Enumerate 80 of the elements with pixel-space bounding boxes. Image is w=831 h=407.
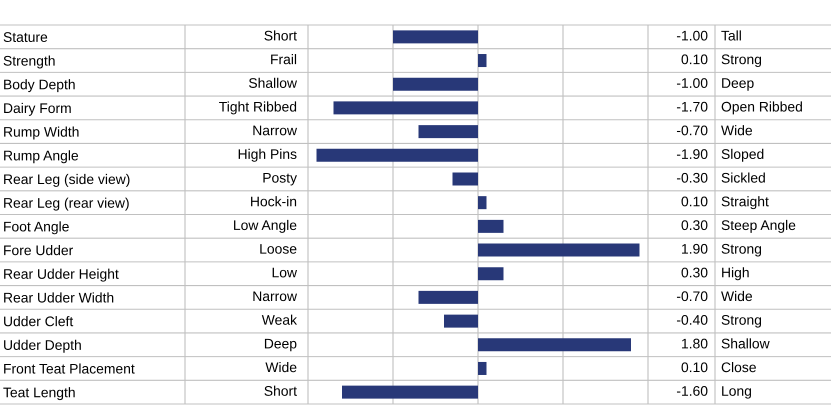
- text: Narrow: [253, 126, 298, 136]
- data-label: 1.80: [682, 338, 708, 349]
- bar: [393, 30, 478, 44]
- y-tick-label: Rear Udder Height: [4, 268, 119, 282]
- text: Short: [264, 386, 297, 396]
- bar: [342, 386, 478, 399]
- data-label: -1.60: [676, 386, 708, 396]
- bar: [478, 54, 486, 68]
- text: Low: [272, 268, 298, 278]
- text: Tall: [721, 30, 741, 41]
- text: Weak: [262, 314, 298, 325]
- bar: [478, 338, 631, 352]
- data-label: 1.90: [682, 244, 708, 254]
- y-tick-label: Body Depth: [4, 79, 75, 92]
- y-tick-label: Udder Depth: [4, 340, 81, 353]
- text: Wide: [721, 125, 752, 136]
- y-tick-label: Stature: [4, 32, 48, 42]
- data-label: -1.00: [676, 30, 708, 41]
- text: Wide: [721, 290, 752, 302]
- bar: [393, 78, 478, 91]
- text: Tight Ribbed: [219, 101, 296, 114]
- text: Shallow: [248, 78, 298, 88]
- text: Strong: [722, 54, 762, 68]
- data-label: -1.70: [676, 102, 708, 112]
- text: Loose: [260, 244, 296, 254]
- text: Short: [264, 30, 297, 41]
- text: Hock-in: [251, 196, 296, 206]
- y-tick-label: Strength: [4, 56, 55, 68]
- y-tick-label: Rear Udder Width: [4, 292, 114, 303]
- y-tick-label: Dairy Form: [4, 102, 71, 116]
- bar: [334, 101, 478, 114]
- y-tick-label: Foot Angle: [4, 221, 69, 234]
- text: High: [722, 267, 749, 280]
- y-tick-label: Fore Udder: [4, 245, 74, 256]
- data-label: 0.10: [682, 54, 708, 64]
- text: Strong: [722, 244, 762, 257]
- bar: [418, 125, 478, 138]
- text: Sickled: [722, 172, 765, 183]
- bar: [444, 314, 478, 328]
- text: Close: [722, 362, 756, 372]
- data-label: 0.30: [682, 220, 708, 230]
- text: Sloped: [722, 148, 764, 162]
- text: Steep Angle: [722, 220, 796, 233]
- y-tick-label: Teat Length: [3, 387, 75, 400]
- text: Narrow: [253, 291, 298, 302]
- bar: [478, 244, 640, 257]
- text: Long: [722, 386, 751, 399]
- data-label: -0.70: [676, 291, 708, 302]
- bar: [478, 220, 504, 233]
- y-tick-label: Rear Leg (side view): [4, 174, 130, 187]
- data-label: -0.70: [676, 125, 708, 136]
- text: Deep: [722, 78, 754, 91]
- bar: [316, 148, 478, 162]
- text: High Pins: [238, 148, 296, 162]
- data-label: 0.30: [682, 268, 708, 278]
- bar: [418, 290, 478, 304]
- text: Open Ribbed: [722, 101, 802, 114]
- text: Wide: [265, 362, 296, 372]
- y-tick-label: Rump Width: [4, 126, 79, 140]
- y-tick-label: Rear Leg (rear view): [4, 198, 129, 211]
- bar: [478, 196, 486, 210]
- data-label: -1.90: [676, 149, 708, 160]
- text: Low Angle: [234, 220, 296, 233]
- text: Strong: [722, 314, 762, 328]
- text: Straight: [722, 196, 769, 210]
- text: Posty: [263, 173, 297, 186]
- data-label: -0.30: [676, 172, 708, 183]
- data-label: 0.10: [682, 196, 708, 206]
- y-tick-label: Front Teat Placement: [4, 363, 135, 374]
- bar: [452, 172, 478, 186]
- data-label: -1.00: [676, 78, 708, 88]
- text: Shallow: [722, 338, 770, 349]
- data-label: 0.10: [682, 362, 708, 372]
- bar: [478, 267, 504, 280]
- text: Deep: [264, 338, 296, 352]
- y-tick-label: Udder Cleft: [4, 316, 74, 326]
- y-tick-label: Rump Angle: [4, 150, 78, 164]
- data-label: -0.40: [676, 314, 708, 325]
- text: Frail: [271, 54, 296, 64]
- bar: [478, 362, 486, 375]
